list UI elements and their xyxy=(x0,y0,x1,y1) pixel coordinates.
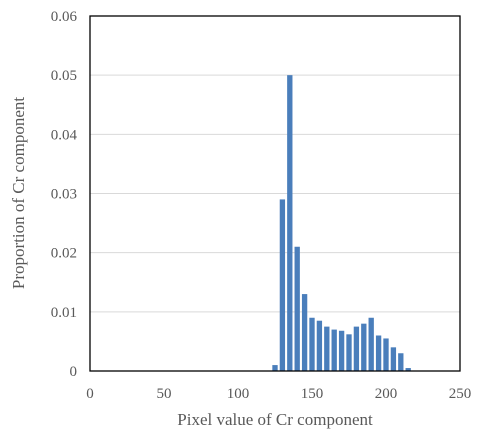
x-axis-title: Pixel value of Cr component xyxy=(177,410,373,429)
histogram-bar xyxy=(287,75,293,372)
histogram-bar xyxy=(316,320,323,371)
x-axis-ticks: 0 50 100 150 200 250 xyxy=(86,386,471,402)
y-tick-label: 0 xyxy=(70,364,78,380)
x-tick-label: 0 xyxy=(86,386,94,402)
histogram-bar xyxy=(309,317,315,371)
histogram-bar xyxy=(375,335,382,371)
histogram-bar xyxy=(279,199,286,371)
y-tick-label: 0.01 xyxy=(51,305,77,321)
histogram-bar xyxy=(331,329,337,371)
x-tick-label: 200 xyxy=(375,386,398,402)
histogram-bar xyxy=(398,353,404,371)
histogram-bar xyxy=(301,294,308,371)
histogram-bar xyxy=(383,338,389,371)
y-tick-label: 0.03 xyxy=(51,187,77,203)
y-axis-ticks: 0 0.01 0.02 0.03 0.04 0.05 0.06 xyxy=(51,9,78,380)
histogram-bar xyxy=(324,326,330,371)
y-axis-title: Proportion of Cr component xyxy=(9,97,28,289)
histogram-bar xyxy=(368,317,374,371)
bars xyxy=(272,75,411,372)
histogram-bar xyxy=(294,246,300,371)
y-tick-label: 0.05 xyxy=(51,68,77,84)
histogram-bar xyxy=(405,368,411,371)
x-tick-label: 50 xyxy=(157,386,172,402)
histogram-bar xyxy=(272,365,278,371)
x-tick-label: 100 xyxy=(227,386,250,402)
histogram-bar xyxy=(346,334,352,371)
gridlines xyxy=(90,15,460,313)
y-tick-label: 0.04 xyxy=(51,127,78,143)
histogram-bar xyxy=(338,330,345,371)
x-tick-label: 150 xyxy=(301,386,324,402)
y-tick-label: 0.06 xyxy=(51,9,78,25)
histogram-bar xyxy=(361,323,367,371)
x-tick-label: 250 xyxy=(449,386,472,402)
histogram-bar xyxy=(353,326,360,371)
plot-area-frame xyxy=(89,15,461,372)
y-tick-label: 0.02 xyxy=(51,246,77,262)
histogram-bar xyxy=(390,347,397,371)
